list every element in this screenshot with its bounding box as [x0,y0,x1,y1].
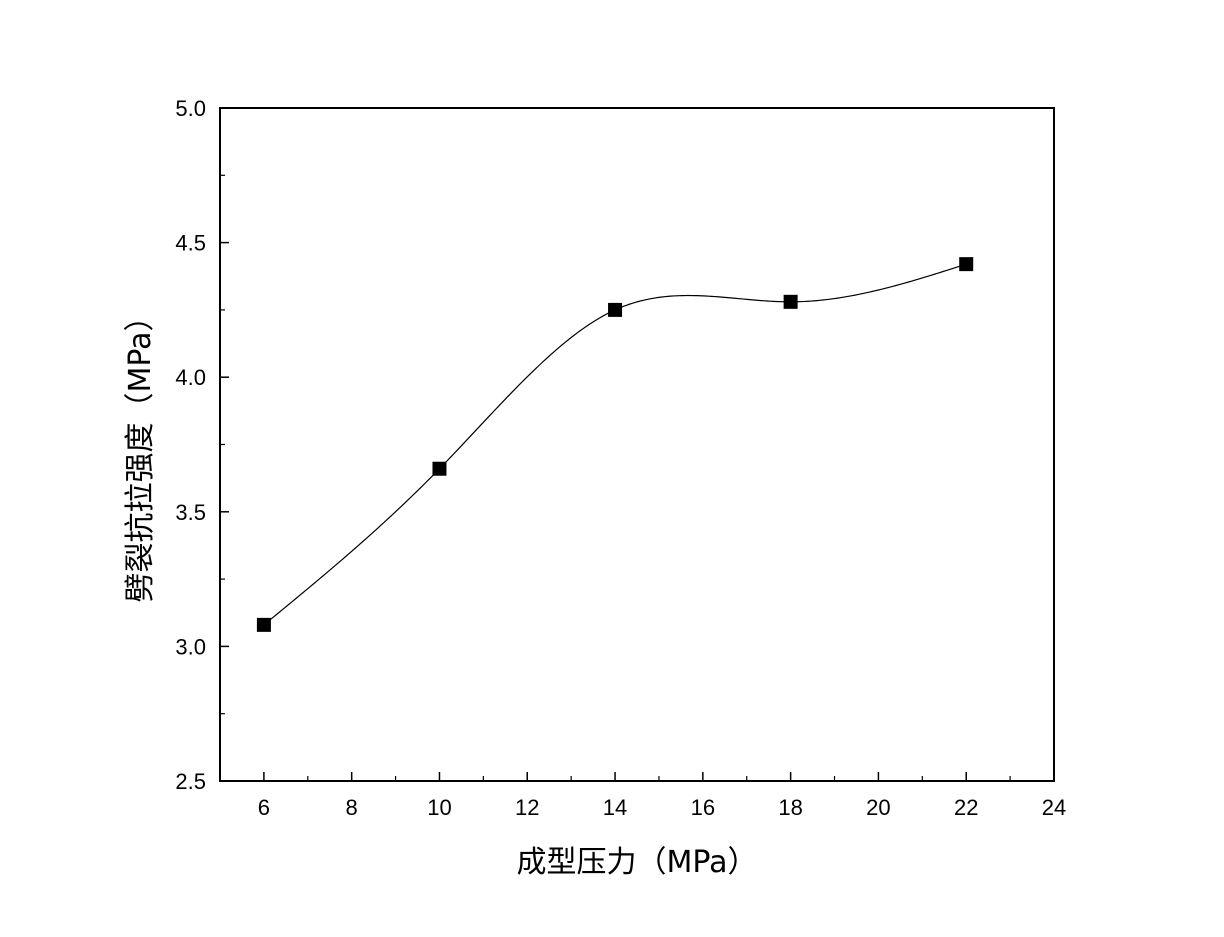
x-tick-label: 24 [1042,795,1066,820]
x-axis-title: 成型压力（MPa） [516,845,757,880]
data-point-marker [432,461,447,476]
y-tick-label: 2.5 [175,769,206,794]
x-tick-label: 14 [603,795,627,820]
plot-frame [219,107,1055,782]
x-tick-label: 12 [515,795,539,820]
y-tick-label: 3.0 [175,634,206,659]
x-tick-label: 18 [778,795,802,820]
y-axis-title: 劈裂抗拉强度（MPa） [123,301,158,602]
axis-tick-labels: 6 8 10 12 14 16 18 20 22 24 2.5 3.0 3.5 4.0 4.5 5.0 [175,96,1066,820]
x-tick-label: 8 [346,795,358,820]
data-point-marker [959,257,974,272]
x-tick-label: 10 [427,795,451,820]
series-markers [256,257,974,632]
x-tick-label: 6 [258,795,270,820]
data-point-marker [783,294,798,309]
y-tick-label: 5.0 [175,96,206,121]
y-tick-label: 4.5 [175,231,206,256]
y-tick-label: 3.5 [175,500,206,525]
series-curve [263,263,967,626]
data-point-marker [256,617,271,632]
axis-ticks [220,107,1055,782]
data-point-marker [608,302,623,317]
x-tick-label: 16 [691,795,715,820]
x-tick-label: 22 [954,795,978,820]
y-tick-label: 4.0 [175,365,206,390]
x-tick-label: 20 [866,795,890,820]
